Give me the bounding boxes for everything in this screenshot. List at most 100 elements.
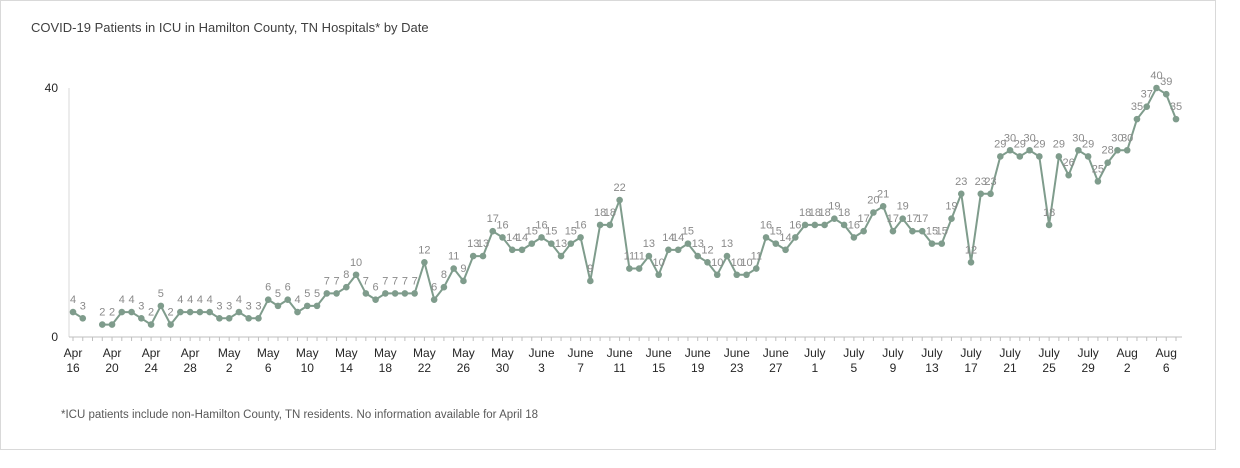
x-tick-label: July	[843, 346, 864, 360]
x-tick-label: July	[1038, 346, 1059, 360]
data-point	[1094, 178, 1102, 185]
x-tick-label: July	[804, 346, 825, 360]
data-label: 16	[496, 219, 508, 231]
data-point	[616, 196, 623, 204]
data-label: 13	[555, 238, 567, 250]
data-label: 3	[80, 300, 86, 312]
data-label: 6	[431, 282, 437, 294]
data-point	[1172, 115, 1180, 123]
data-label: 7	[324, 275, 330, 287]
data-label: 29	[1033, 138, 1045, 150]
chart-title: COVID-19 Patients in ICU in Hamilton Cou…	[31, 20, 429, 35]
x-tick-label: May	[452, 346, 475, 360]
x-tick-label: 16	[66, 361, 80, 375]
data-label: 23	[984, 176, 996, 188]
x-tick-label: 14	[340, 361, 354, 375]
data-label: 4	[129, 294, 135, 306]
x-tick-label: 1	[811, 361, 818, 375]
data-label: 30	[1004, 132, 1016, 144]
data-point	[792, 234, 799, 241]
data-point	[997, 153, 1004, 160]
series-path	[72, 87, 1177, 326]
x-tick-label: 15	[652, 361, 666, 375]
data-point	[801, 221, 809, 229]
x-tick-label: 2	[1124, 361, 1131, 375]
data-point	[665, 246, 672, 254]
data-label: 5	[275, 288, 281, 300]
x-tick-label: June	[607, 346, 633, 360]
data-label: 11	[624, 251, 635, 263]
data-label: 4	[70, 294, 76, 306]
data-point	[469, 252, 477, 260]
data-point	[547, 240, 555, 247]
data-point	[655, 271, 662, 279]
x-tick-label: May	[218, 346, 241, 360]
x-tick-label: May	[491, 346, 514, 360]
data-label: 15	[682, 226, 694, 238]
data-point	[255, 315, 262, 322]
x-tick-label: 21	[1003, 361, 1017, 375]
x-tick-label: May	[296, 346, 319, 360]
data-label: 12	[418, 244, 430, 256]
x-tick-label: 7	[577, 361, 584, 375]
data-point	[128, 308, 135, 316]
data-label: 10	[350, 257, 362, 269]
x-tick-label: 22	[418, 361, 432, 375]
data-point	[411, 290, 418, 297]
data-point	[323, 290, 331, 297]
data-point	[98, 321, 106, 328]
data-point	[294, 308, 301, 316]
data-label: 14	[662, 232, 674, 244]
data-point	[1016, 153, 1024, 160]
data-label: 3	[246, 300, 252, 312]
data-label: 3	[138, 300, 144, 312]
data-label: 5	[304, 288, 310, 300]
data-label: 13	[692, 238, 704, 250]
data-label: 18	[1043, 207, 1055, 219]
data-label: 4	[236, 294, 242, 306]
data-label: 18	[809, 207, 821, 219]
x-tick-label: June	[724, 346, 750, 360]
data-label: 2	[148, 307, 154, 319]
data-point	[811, 221, 819, 229]
data-point	[596, 221, 604, 229]
data-point	[733, 271, 741, 279]
data-point	[635, 265, 643, 272]
data-label: 2	[99, 307, 105, 319]
data-point	[606, 221, 614, 229]
data-label: 16	[535, 219, 547, 231]
data-label: 3	[216, 300, 222, 312]
data-point	[440, 283, 448, 291]
data-point	[460, 277, 467, 285]
data-label: 37	[1141, 89, 1153, 101]
axes: 040Apr16Apr20Apr24Apr28May2May6May10May1…	[45, 81, 1182, 375]
data-label: 29	[994, 138, 1006, 150]
x-tick-label: June	[763, 346, 789, 360]
data-label: 2	[109, 307, 115, 319]
data-label: 4	[177, 294, 183, 306]
data-label: 17	[858, 213, 870, 225]
data-label: 15	[526, 226, 538, 238]
x-tick-label: 29	[1081, 361, 1095, 375]
data-label: 23	[955, 176, 967, 188]
data-point	[372, 296, 379, 303]
x-tick-label: July	[999, 346, 1020, 360]
data-point	[743, 271, 750, 279]
data-point	[508, 246, 516, 254]
data-point	[352, 271, 360, 279]
data-point	[333, 290, 340, 297]
data-point	[147, 321, 155, 328]
data-point	[723, 252, 731, 260]
x-tick-label: May	[335, 346, 358, 360]
data-label: 19	[897, 201, 909, 213]
data-label: 10	[711, 257, 723, 269]
data-label: 4	[207, 294, 213, 306]
x-tick-label: 24	[144, 361, 158, 375]
data-point	[1162, 90, 1170, 98]
data-point	[69, 308, 77, 316]
data-label: 9	[587, 263, 593, 275]
data-label: 20	[867, 195, 879, 207]
x-tick-label: 23	[730, 361, 744, 375]
x-tick-label: May	[374, 346, 397, 360]
